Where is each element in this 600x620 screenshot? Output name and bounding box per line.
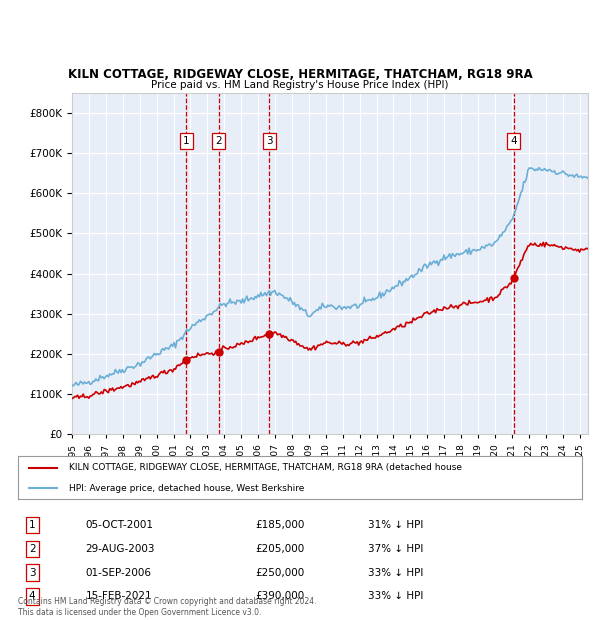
Text: £390,000: £390,000 bbox=[255, 591, 304, 601]
Text: 29-AUG-2003: 29-AUG-2003 bbox=[86, 544, 155, 554]
Text: 33% ↓ HPI: 33% ↓ HPI bbox=[368, 591, 423, 601]
Text: 1: 1 bbox=[183, 136, 190, 146]
Text: £185,000: £185,000 bbox=[255, 520, 304, 530]
Text: 01-SEP-2006: 01-SEP-2006 bbox=[86, 567, 152, 578]
Text: Contains HM Land Registry data © Crown copyright and database right 2024.
This d: Contains HM Land Registry data © Crown c… bbox=[18, 598, 317, 617]
Text: KILN COTTAGE, RIDGEWAY CLOSE, HERMITAGE, THATCHAM, RG18 9RA: KILN COTTAGE, RIDGEWAY CLOSE, HERMITAGE,… bbox=[68, 68, 532, 81]
Text: 15-FEB-2021: 15-FEB-2021 bbox=[86, 591, 152, 601]
Text: Price paid vs. HM Land Registry's House Price Index (HPI): Price paid vs. HM Land Registry's House … bbox=[151, 80, 449, 90]
Text: £250,000: £250,000 bbox=[255, 567, 304, 578]
Text: HPI: Average price, detached house, West Berkshire: HPI: Average price, detached house, West… bbox=[69, 484, 304, 493]
Text: 37% ↓ HPI: 37% ↓ HPI bbox=[368, 544, 423, 554]
Text: 31% ↓ HPI: 31% ↓ HPI bbox=[368, 520, 423, 530]
Text: KILN COTTAGE, RIDGEWAY CLOSE, HERMITAGE, THATCHAM, RG18 9RA (detached house: KILN COTTAGE, RIDGEWAY CLOSE, HERMITAGE,… bbox=[69, 463, 462, 472]
Text: 3: 3 bbox=[29, 567, 35, 578]
Text: 4: 4 bbox=[29, 591, 35, 601]
Text: 05-OCT-2001: 05-OCT-2001 bbox=[86, 520, 154, 530]
Text: £205,000: £205,000 bbox=[255, 544, 304, 554]
Text: 2: 2 bbox=[215, 136, 222, 146]
Text: 2: 2 bbox=[29, 544, 35, 554]
Text: 3: 3 bbox=[266, 136, 273, 146]
Text: 33% ↓ HPI: 33% ↓ HPI bbox=[368, 567, 423, 578]
Text: 1: 1 bbox=[29, 520, 35, 530]
Text: 4: 4 bbox=[511, 136, 517, 146]
